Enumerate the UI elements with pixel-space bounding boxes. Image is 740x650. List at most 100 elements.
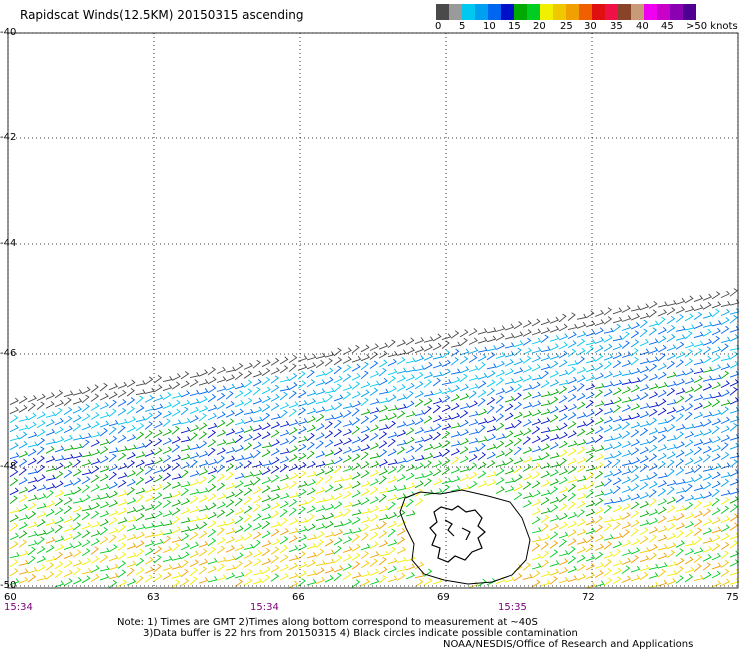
wind-barb bbox=[27, 539, 38, 547]
wind-barb bbox=[306, 570, 317, 577]
wind-barb bbox=[279, 536, 289, 545]
wind-barb bbox=[558, 333, 569, 341]
wind-barb bbox=[99, 547, 110, 554]
wind-barb bbox=[486, 451, 496, 460]
longitude-label: 60 bbox=[4, 592, 17, 603]
wind-barb bbox=[27, 431, 38, 439]
wind-barb bbox=[117, 425, 126, 434]
wind-barb bbox=[288, 390, 297, 400]
wind-barb bbox=[117, 418, 128, 425]
wind-barb bbox=[603, 534, 614, 541]
wind-barb bbox=[522, 402, 533, 409]
wind-barb bbox=[279, 438, 290, 446]
wind-barb bbox=[54, 498, 64, 507]
wind-barb bbox=[378, 431, 388, 440]
wind-barb bbox=[207, 557, 218, 565]
wind-barb bbox=[387, 385, 397, 394]
wind-barb bbox=[234, 578, 244, 588]
wind-barb bbox=[603, 568, 612, 577]
wind-barb bbox=[675, 351, 685, 359]
wind-barb bbox=[549, 414, 559, 423]
wind-barb bbox=[531, 346, 542, 354]
island-coastline bbox=[399, 489, 531, 585]
wind-barb bbox=[549, 316, 560, 324]
wind-barb bbox=[297, 461, 307, 470]
wind-barb bbox=[315, 487, 326, 495]
wind-barb bbox=[225, 410, 235, 418]
wind-barb bbox=[171, 419, 182, 426]
wind-barb bbox=[216, 473, 225, 482]
wind-barb bbox=[702, 366, 713, 373]
wind-barb bbox=[477, 408, 488, 416]
wind-barb bbox=[252, 495, 262, 504]
wind-barb bbox=[693, 500, 702, 509]
wind-barb bbox=[648, 417, 658, 426]
wind-barb bbox=[585, 571, 595, 580]
wind-barb bbox=[531, 445, 542, 453]
wind-barb bbox=[531, 516, 541, 525]
wind-barb bbox=[243, 442, 253, 451]
wind-barb bbox=[675, 449, 685, 458]
wind-barb bbox=[360, 415, 370, 425]
wind-barb bbox=[189, 550, 199, 559]
wind-barb bbox=[162, 493, 173, 500]
wind-barb bbox=[297, 551, 306, 560]
wind-barb bbox=[702, 338, 713, 346]
wind-barb bbox=[720, 541, 730, 550]
wind-barb bbox=[324, 475, 333, 484]
wind-barb bbox=[531, 455, 542, 462]
wind-barb bbox=[306, 552, 317, 559]
wind-barb bbox=[693, 402, 703, 411]
wind-barb bbox=[432, 478, 443, 486]
wind-barb bbox=[369, 432, 379, 441]
wind-barb bbox=[612, 441, 622, 450]
wind-barb bbox=[405, 346, 415, 355]
wind-barb bbox=[288, 507, 297, 517]
wind-barb bbox=[45, 438, 56, 445]
wind-barb bbox=[342, 455, 352, 463]
wind-barb bbox=[468, 428, 479, 435]
wind-barb bbox=[171, 543, 180, 552]
wind-barb bbox=[108, 426, 117, 436]
wind-barb bbox=[207, 483, 217, 493]
wind-barb bbox=[549, 523, 559, 531]
wind-barb bbox=[243, 505, 253, 514]
wind-barb bbox=[342, 474, 353, 481]
wind-barb bbox=[387, 494, 398, 502]
wind-barb bbox=[693, 367, 704, 375]
wind-barb bbox=[603, 453, 614, 460]
wind-barb bbox=[225, 455, 236, 463]
wind-barb bbox=[270, 421, 281, 429]
wind-barb bbox=[261, 395, 271, 404]
wind-barb bbox=[684, 502, 694, 511]
wind-barb bbox=[702, 328, 712, 337]
wind-barb bbox=[216, 537, 226, 545]
wind-barb bbox=[342, 536, 352, 544]
wind-barb bbox=[135, 415, 146, 423]
wind-barb bbox=[288, 580, 298, 589]
wind-barb bbox=[315, 406, 326, 414]
wind-barb bbox=[261, 513, 272, 521]
wind-barb bbox=[594, 426, 604, 434]
wind-barb bbox=[45, 455, 56, 463]
wind-barb bbox=[513, 474, 523, 483]
wind-barb bbox=[9, 397, 19, 406]
wind-barb bbox=[225, 572, 236, 580]
wind-barb bbox=[639, 475, 650, 482]
measurement-time: 15:35 bbox=[498, 602, 527, 613]
wind-barb bbox=[207, 493, 217, 502]
wind-barb bbox=[360, 570, 371, 578]
wind-barb bbox=[108, 383, 119, 391]
wind-barb bbox=[225, 491, 236, 499]
wind-barb bbox=[459, 337, 468, 347]
wind-barb bbox=[279, 572, 289, 581]
wind-barb bbox=[198, 558, 209, 566]
wind-barb bbox=[387, 539, 398, 547]
longitude-label: 66 bbox=[292, 592, 305, 603]
wind-barb bbox=[306, 534, 317, 541]
wind-barb bbox=[45, 419, 55, 427]
wind-barb bbox=[117, 534, 127, 542]
wind-barb bbox=[333, 464, 342, 474]
wind-barb bbox=[306, 487, 316, 496]
wind-barb bbox=[225, 545, 235, 553]
